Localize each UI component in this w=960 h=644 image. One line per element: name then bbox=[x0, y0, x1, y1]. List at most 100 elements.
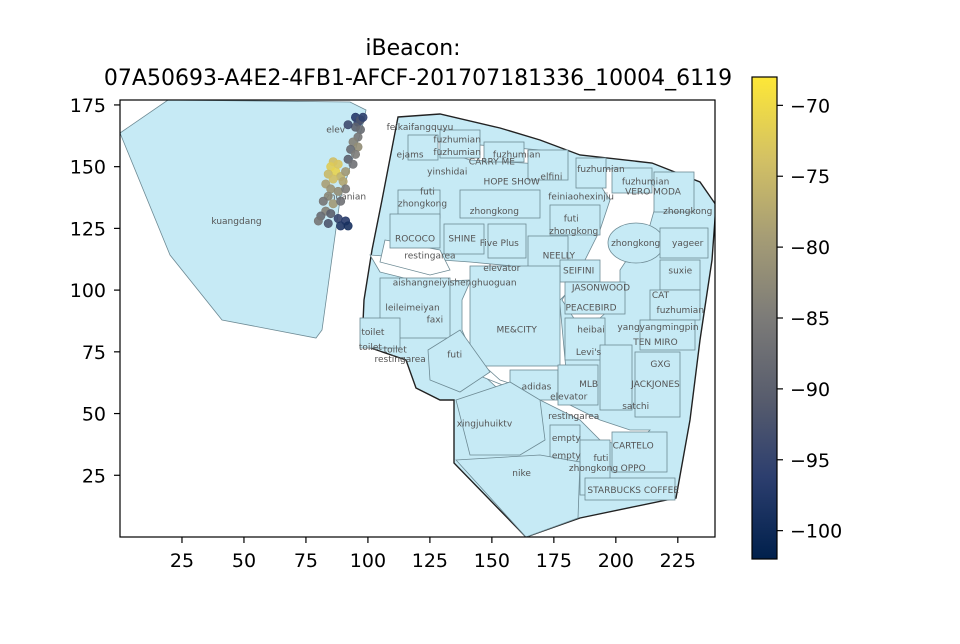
colorbar-tick-label: −95 bbox=[790, 450, 830, 472]
shop-label: restingarea bbox=[548, 412, 599, 422]
shop-label: ME&CITY bbox=[496, 326, 537, 336]
colorbar-tick-label: −90 bbox=[790, 379, 830, 401]
shop-block bbox=[527, 149, 569, 181]
shop-label: zhongkong bbox=[611, 239, 660, 249]
shop-label: satchi bbox=[622, 402, 649, 412]
x-tick-label: 125 bbox=[412, 550, 448, 572]
signal-point bbox=[343, 120, 353, 130]
floor-plan bbox=[120, 100, 715, 537]
shop-label: nike bbox=[512, 469, 531, 479]
signal-point bbox=[333, 159, 343, 169]
signal-point bbox=[358, 112, 368, 122]
shop-label: restingarea bbox=[375, 355, 426, 365]
shop-label: toilet bbox=[359, 343, 383, 353]
shop-label: zhongkong bbox=[569, 464, 618, 474]
y-tick-label: 50 bbox=[82, 404, 106, 426]
chart-title-line-1: iBeacon: bbox=[365, 36, 460, 61]
shop-block bbox=[659, 259, 701, 291]
shop-label: PEACEBIRD bbox=[565, 303, 616, 313]
shop-block bbox=[397, 189, 441, 219]
shop-label: leileimeiyan bbox=[385, 303, 439, 313]
signal-point bbox=[313, 216, 323, 226]
colorbar-tick-label: −75 bbox=[790, 166, 830, 188]
shop-label: Levi's bbox=[576, 348, 602, 358]
shop-label: zhuanian bbox=[325, 192, 366, 202]
shop-label: elev bbox=[326, 126, 346, 136]
colorbar-tick-label: −100 bbox=[790, 521, 842, 543]
x-tick-label: 200 bbox=[598, 550, 634, 572]
shop-block bbox=[359, 317, 401, 349]
chart-title-line-2: 07A50693-A4E2-4FB1-AFCF-201707181336_100… bbox=[104, 66, 732, 91]
shop-label: HOPE SHOW bbox=[484, 177, 540, 187]
shop-label: JACKJONES bbox=[630, 380, 680, 390]
shop-block-xingjuhui bbox=[455, 381, 546, 456]
shop-block bbox=[439, 129, 481, 159]
signal-point bbox=[328, 174, 338, 184]
colorbar-tick-label: −85 bbox=[790, 308, 830, 330]
shop-label: Five Plus bbox=[480, 239, 519, 249]
shop-label: fuzhumian bbox=[622, 177, 670, 187]
shop-label: elevator bbox=[483, 264, 520, 274]
shop-label: toilet bbox=[361, 328, 385, 338]
shop-label: ejams bbox=[397, 150, 424, 160]
y-tick-label: 125 bbox=[70, 218, 106, 240]
y-axis: 25 50 75 100 125 150 175 bbox=[70, 95, 120, 487]
signal-point bbox=[318, 196, 328, 206]
shop-label: STARBUCKS COFFEE bbox=[587, 486, 679, 496]
y-tick-label: 75 bbox=[82, 342, 106, 364]
shop-label: fuzhumian bbox=[433, 136, 481, 146]
shop-label: yageer bbox=[672, 239, 704, 249]
shop-label: fuzhumian bbox=[493, 150, 541, 160]
shop-block bbox=[389, 213, 441, 249]
shop-block bbox=[584, 477, 676, 501]
shop-label: zhongkong bbox=[470, 207, 519, 217]
signal-points bbox=[313, 112, 368, 231]
shop-label: fuzhumian bbox=[433, 148, 481, 158]
shop-block bbox=[459, 189, 541, 219]
shop-label: CAT bbox=[652, 291, 670, 301]
shop-label: zhongkong bbox=[398, 200, 447, 210]
shop-label: heibai bbox=[577, 326, 604, 336]
x-tick-label: 50 bbox=[232, 550, 256, 572]
shop-label: fuzhumian bbox=[577, 165, 625, 175]
shop-label: futi bbox=[564, 215, 579, 225]
x-tick-label: 175 bbox=[536, 550, 572, 572]
signal-point bbox=[341, 167, 351, 177]
x-tick-label: 100 bbox=[350, 550, 386, 572]
colorbar bbox=[751, 76, 778, 560]
shop-label: restingarea bbox=[404, 252, 455, 262]
shop-block bbox=[483, 141, 525, 163]
x-tick-label: 150 bbox=[474, 550, 510, 572]
colorbar-axis: −70 −75 −80 −85 −90 −95 −100 bbox=[777, 95, 842, 543]
signal-point bbox=[326, 209, 336, 219]
shop-label: yinshidai bbox=[427, 168, 467, 178]
shop-block bbox=[564, 317, 606, 361]
shop-label: kuangdang bbox=[211, 217, 261, 227]
shop-block bbox=[649, 289, 701, 321]
shop-block bbox=[487, 223, 527, 259]
shop-block bbox=[611, 431, 668, 473]
shop-block bbox=[564, 281, 626, 315]
shop-label: SHINE bbox=[448, 234, 476, 244]
shop-label: JASONWOOD bbox=[571, 284, 630, 294]
shop-label: CARTELO bbox=[613, 442, 654, 452]
x-tick-label: 25 bbox=[170, 550, 194, 572]
shop-block bbox=[575, 157, 607, 189]
shop-label: futi bbox=[447, 350, 462, 360]
shop-block-nike bbox=[455, 454, 581, 537]
shop-block bbox=[549, 204, 601, 236]
signal-point bbox=[336, 196, 346, 206]
shop-label: elfini bbox=[540, 173, 562, 183]
shop-block bbox=[634, 351, 681, 418]
shop-label: TEN MIRO bbox=[632, 338, 678, 348]
signal-point bbox=[323, 218, 333, 228]
shop-label: aishangneiyishenghuoguan bbox=[393, 279, 517, 289]
y-tick-label: 100 bbox=[70, 280, 106, 302]
shop-block bbox=[469, 265, 561, 367]
y-tick-label: 25 bbox=[82, 465, 106, 487]
x-tick-label: 225 bbox=[660, 550, 696, 572]
shop-block bbox=[427, 329, 491, 393]
shop-block bbox=[443, 223, 485, 255]
